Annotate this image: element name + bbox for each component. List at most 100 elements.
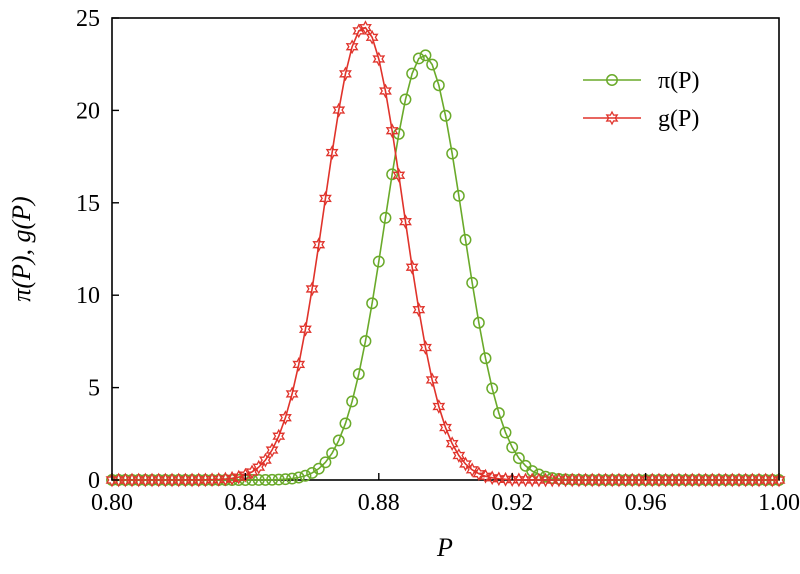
legend-entry: g(P) bbox=[583, 106, 699, 132]
data-point bbox=[426, 58, 439, 71]
data-point bbox=[499, 426, 512, 439]
data-point bbox=[472, 316, 485, 329]
data-point bbox=[225, 470, 239, 486]
data-point bbox=[452, 189, 465, 202]
data-point bbox=[232, 469, 246, 485]
data-point bbox=[312, 237, 326, 253]
data-point bbox=[265, 442, 279, 458]
data-point bbox=[392, 167, 406, 183]
data-point bbox=[326, 447, 339, 460]
data-point bbox=[399, 214, 412, 230]
data-point bbox=[452, 448, 466, 463]
data-point bbox=[365, 29, 379, 45]
data-point bbox=[512, 452, 525, 465]
data-point bbox=[506, 441, 519, 454]
y-tick-label: 5 bbox=[88, 376, 100, 402]
y-axis: 0 5 10 15 20 25 bbox=[76, 6, 119, 494]
data-point bbox=[472, 466, 486, 482]
data-point bbox=[352, 368, 365, 380]
data-point bbox=[366, 297, 379, 310]
data-point bbox=[465, 462, 479, 478]
x-tick-label: 0.84 bbox=[224, 490, 266, 516]
data-point bbox=[459, 456, 472, 472]
data-point bbox=[439, 109, 452, 122]
data-point bbox=[379, 211, 392, 224]
data-point bbox=[372, 255, 385, 268]
data-point bbox=[312, 462, 325, 475]
data-point bbox=[339, 417, 352, 430]
x-tick-label: 0.96 bbox=[625, 490, 667, 516]
data-point bbox=[339, 66, 352, 82]
data-point bbox=[246, 474, 259, 486]
data-point bbox=[772, 472, 786, 488]
x-tick-label: 1.00 bbox=[758, 490, 800, 516]
legend-marker bbox=[606, 74, 618, 86]
legend: π(P) g(P) bbox=[583, 68, 699, 132]
y-tick-label: 0 bbox=[88, 468, 100, 494]
data-point bbox=[459, 233, 472, 246]
data-point bbox=[319, 456, 332, 469]
y-axis-title: π(P), g(P) bbox=[7, 196, 36, 301]
legend-marker bbox=[605, 110, 619, 126]
data-point bbox=[272, 473, 285, 486]
data-point bbox=[405, 259, 419, 275]
data-point bbox=[412, 302, 426, 318]
data-point bbox=[238, 467, 252, 483]
data-point bbox=[526, 465, 539, 477]
data-point bbox=[425, 372, 439, 388]
y-tick-label: 25 bbox=[76, 6, 100, 32]
data-point bbox=[359, 20, 372, 36]
x-axis: 0.80 0.84 0.88 0.92 0.96 1.00 bbox=[91, 473, 800, 516]
data-point bbox=[346, 395, 359, 408]
data-point bbox=[279, 473, 292, 486]
legend-entry: π(P) bbox=[583, 68, 699, 94]
data-point bbox=[286, 472, 299, 485]
data-point bbox=[272, 428, 286, 444]
data-point bbox=[479, 352, 492, 365]
data-point bbox=[359, 335, 372, 348]
data-point bbox=[258, 452, 272, 468]
plot-frame bbox=[111, 17, 780, 481]
data-point bbox=[406, 67, 419, 80]
x-axis-title: P bbox=[436, 533, 453, 562]
data-point bbox=[446, 147, 459, 160]
data-point bbox=[266, 473, 279, 486]
data-point bbox=[325, 145, 339, 160]
data-point bbox=[379, 83, 392, 99]
data-point bbox=[432, 79, 445, 92]
legend-label: π(P) bbox=[658, 68, 699, 94]
data-point bbox=[305, 281, 319, 297]
data-point bbox=[399, 93, 412, 106]
y-tick-label: 20 bbox=[76, 98, 100, 124]
series-line bbox=[112, 26, 779, 481]
data-point bbox=[279, 410, 292, 426]
data-point bbox=[352, 23, 366, 39]
data-point bbox=[466, 276, 479, 289]
data-point bbox=[299, 469, 312, 482]
data-point bbox=[252, 473, 265, 486]
data-point bbox=[299, 321, 312, 337]
data-point bbox=[292, 471, 305, 484]
series-layer bbox=[105, 20, 786, 488]
data-point bbox=[419, 340, 432, 355]
data-point bbox=[445, 436, 459, 452]
x-tick-label: 0.80 bbox=[91, 490, 133, 516]
legend-label: g(P) bbox=[658, 106, 699, 132]
data-point bbox=[412, 52, 425, 65]
data-point bbox=[292, 357, 306, 372]
data-point bbox=[386, 168, 399, 181]
x-tick-label: 0.88 bbox=[358, 490, 400, 516]
data-point bbox=[486, 382, 499, 395]
data-point bbox=[432, 399, 446, 414]
series-g bbox=[105, 20, 786, 488]
data-point bbox=[492, 407, 505, 420]
data-point bbox=[332, 434, 345, 447]
data-point bbox=[419, 49, 432, 62]
data-point bbox=[319, 191, 332, 206]
data-point bbox=[345, 39, 359, 55]
y-tick-label: 15 bbox=[76, 191, 100, 217]
x-tick-label: 0.92 bbox=[491, 490, 533, 516]
data-point bbox=[372, 51, 386, 67]
data-point bbox=[259, 473, 272, 486]
